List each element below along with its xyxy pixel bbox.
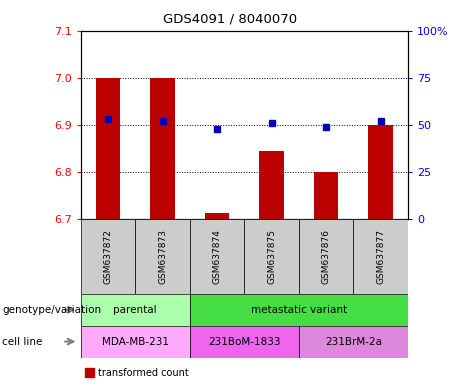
Bar	[368, 125, 393, 219]
Text: GSM637877: GSM637877	[376, 229, 385, 284]
Text: parental: parental	[113, 305, 157, 315]
Text: 231BrM-2a: 231BrM-2a	[325, 336, 382, 347]
Text: GDS4091 / 8040070: GDS4091 / 8040070	[164, 13, 297, 26]
Text: 231BoM-1833: 231BoM-1833	[208, 336, 281, 347]
Bar	[244, 219, 299, 294]
Bar	[260, 151, 284, 219]
Bar	[81, 219, 135, 294]
Bar	[81, 294, 190, 326]
Bar	[96, 78, 120, 219]
Bar	[205, 213, 229, 219]
Bar	[81, 326, 190, 358]
Bar	[314, 172, 338, 219]
Text: GSM637876: GSM637876	[322, 229, 331, 284]
Bar	[190, 326, 299, 358]
Text: genotype/variation: genotype/variation	[2, 305, 101, 315]
Text: GSM637874: GSM637874	[213, 229, 222, 284]
Bar	[190, 294, 408, 326]
Bar	[135, 219, 190, 294]
Text: GSM637872: GSM637872	[103, 229, 112, 284]
Bar	[85, 368, 94, 377]
Text: GSM637873: GSM637873	[158, 229, 167, 284]
Text: transformed count: transformed count	[98, 368, 189, 378]
Text: GSM637875: GSM637875	[267, 229, 276, 284]
Bar	[299, 326, 408, 358]
Bar	[354, 219, 408, 294]
Text: cell line: cell line	[2, 336, 43, 347]
Text: metastatic variant: metastatic variant	[251, 305, 347, 315]
Bar	[299, 219, 354, 294]
Bar	[190, 219, 244, 294]
Text: MDA-MB-231: MDA-MB-231	[102, 336, 169, 347]
Bar	[150, 78, 175, 219]
